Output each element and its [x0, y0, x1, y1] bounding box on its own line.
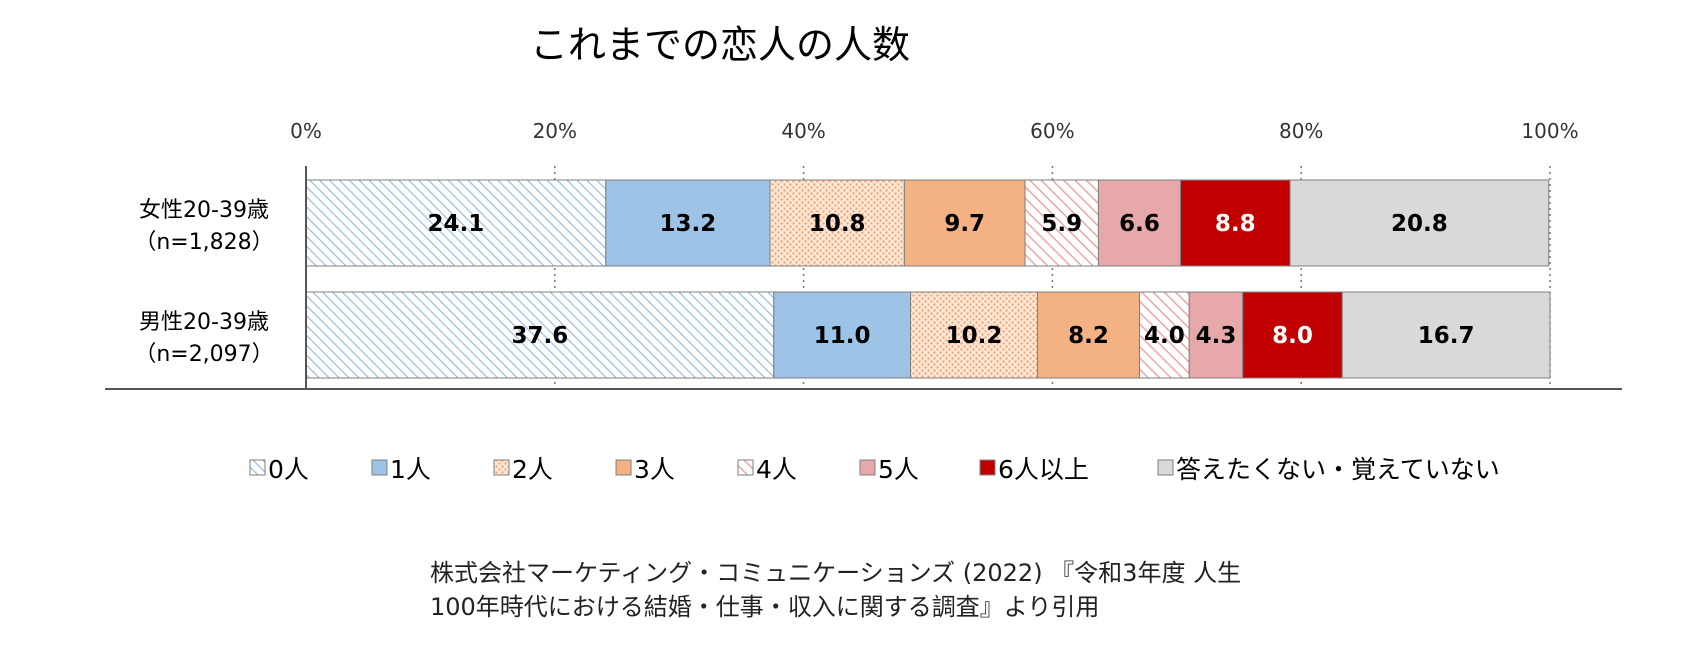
legend-swatch	[493, 459, 510, 476]
legend-swatch	[371, 459, 388, 476]
legend-label: 答えたくない・覚えていない	[1176, 455, 1500, 484]
x-axis-ticks: 0% 20% 40% 60% 80% 100%	[290, 119, 1578, 143]
source-citation: 株式会社マーケティング・コミュニケーションズ (2022) 『令和3年度 人生 …	[430, 556, 1241, 624]
data-label: 16.7	[1418, 323, 1475, 349]
data-label: 10.2	[946, 323, 1003, 349]
legend-label: 0人	[268, 455, 309, 484]
bar-segment	[305, 179, 607, 267]
x-tick-label: 100%	[1521, 119, 1578, 143]
data-label: 4.3	[1196, 323, 1237, 349]
data-label: 5.9	[1041, 211, 1082, 237]
chart-title: これまでの恋人の人数	[529, 23, 910, 67]
source-line-2: 100年時代における結婚・仕事・収入に関する調査』より引用	[430, 593, 1100, 621]
legend-label: 2人	[512, 455, 553, 484]
legend-label: 3人	[634, 455, 675, 484]
x-tick-label: 0%	[290, 119, 322, 143]
legend-swatch	[859, 459, 876, 476]
bar-segment	[1289, 179, 1550, 267]
category-label: （n=2,097）	[134, 342, 273, 367]
bar-segment	[910, 291, 1038, 379]
legend-label: 6人以上	[998, 455, 1089, 484]
data-label: 13.2	[660, 211, 717, 237]
bar-segment	[1097, 179, 1182, 267]
legend-label: 4人	[756, 455, 797, 484]
bars: 24.1 13.2 10.8 9.7 5.9 6.6 8.8 20.8 37.6 11.0 10.2…	[305, 179, 1551, 379]
source-line-1: 株式会社マーケティング・コミュニケーションズ (2022) 『令和3年度 人生	[430, 559, 1242, 587]
bar-segment	[769, 179, 905, 267]
legend: 0人 1人 2人 3人 4人 5人 6人以上 答えたくない・覚えていない	[249, 455, 1500, 484]
legend-swatch	[979, 459, 996, 476]
bar-segment	[1036, 291, 1140, 379]
data-label: 8.2	[1068, 323, 1109, 349]
data-label: 37.6	[511, 323, 568, 349]
bar-segment	[903, 179, 1026, 267]
data-label: 24.1	[428, 211, 485, 237]
category-label: （n=1,828）	[134, 230, 273, 255]
data-label: 10.8	[809, 211, 866, 237]
legend-swatch	[615, 459, 632, 476]
x-tick-label: 80%	[1279, 119, 1323, 143]
x-tick-label: 60%	[1030, 119, 1074, 143]
x-tick-label: 40%	[781, 119, 825, 143]
bar-segment	[305, 291, 775, 379]
bar-segment	[1341, 291, 1551, 379]
data-label: 8.0	[1272, 323, 1313, 349]
data-label: 9.7	[944, 211, 985, 237]
category-label: 女性20-39歳	[139, 198, 269, 223]
legend-label: 5人	[878, 455, 919, 484]
bar-segment	[1180, 179, 1291, 267]
data-label: 11.0	[814, 323, 871, 349]
data-label: 4.0	[1144, 323, 1185, 349]
legend-swatch	[1157, 459, 1174, 476]
x-tick-label: 20%	[533, 119, 577, 143]
data-label: 20.8	[1391, 211, 1448, 237]
data-label: 6.6	[1119, 211, 1160, 237]
bar-segment	[1188, 291, 1244, 379]
category-labels: 女性20-39歳 （n=1,828） 男性20-39歳 （n=2,097）	[134, 198, 273, 367]
bar-segment	[773, 291, 912, 379]
legend-swatch	[737, 459, 754, 476]
bar-segment	[1242, 291, 1343, 379]
axes	[105, 166, 1622, 390]
legend-label: 1人	[390, 455, 431, 484]
data-label: 8.8	[1215, 211, 1256, 237]
legend-swatch	[249, 459, 266, 476]
bar-segment	[1024, 179, 1099, 267]
category-label: 男性20-39歳	[139, 310, 269, 335]
